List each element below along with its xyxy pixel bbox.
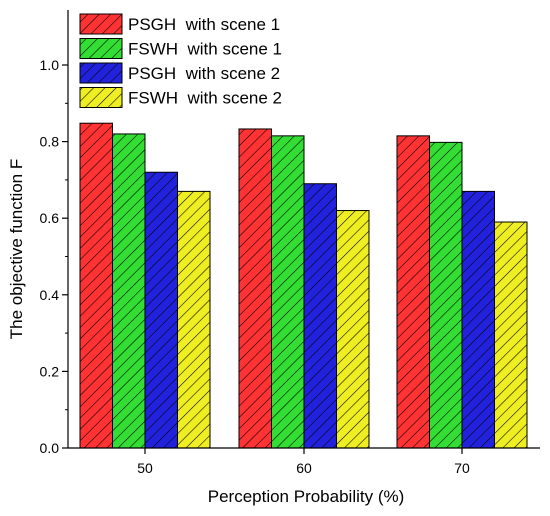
legend-label: FSWH with scene 1: [128, 40, 282, 59]
y-tick-label: 0.8: [40, 134, 60, 150]
legend-swatch: [79, 13, 123, 35]
y-tick-label: 0.4: [40, 287, 60, 303]
bar-60-series-1: [238, 128, 272, 449]
x-axis-label: Perception Probability (%): [208, 487, 405, 506]
bar-60-series-4: [336, 210, 370, 449]
bar-70-series-1: [396, 135, 430, 449]
x-tick-label: 60: [296, 460, 312, 476]
y-tick-label: 1.0: [40, 57, 60, 73]
legend-label: PSGH with scene 2: [128, 64, 280, 83]
y-tick-label: 0.2: [40, 363, 60, 379]
legend-label: PSGH with scene 1: [128, 15, 280, 34]
bar-70-series-2: [429, 141, 463, 449]
x-tick-label: 70: [454, 460, 470, 476]
legend-swatch: [79, 38, 123, 59]
bar-60-series-2: [271, 135, 305, 449]
bar-70-series-4: [494, 221, 528, 449]
y-axis-label: The objective function F: [7, 159, 26, 339]
y-tick-label: 0.0: [40, 440, 60, 456]
bar-50-series-4: [177, 190, 211, 449]
bar-70-series-3: [461, 190, 495, 449]
bar-50-series-1: [79, 122, 113, 449]
legend-label: FSWH with scene 2: [128, 89, 282, 108]
y-tick-label: 0.6: [40, 210, 60, 226]
bar-50-series-2: [112, 133, 146, 449]
x-tick-label: 50: [137, 460, 153, 476]
legend-swatch: [79, 87, 123, 108]
bars-group: [79, 122, 528, 449]
axes-group: 0.0 0.2 0.4 0.6 0.8 1.0 50 60 70: [40, 10, 540, 476]
bar-50-series-3: [144, 171, 178, 449]
legend: PSGH with scene 1 FSWH with scene 1 PSGH w…: [79, 13, 282, 108]
legend-swatch: [79, 62, 123, 84]
bar-60-series-3: [303, 183, 337, 449]
